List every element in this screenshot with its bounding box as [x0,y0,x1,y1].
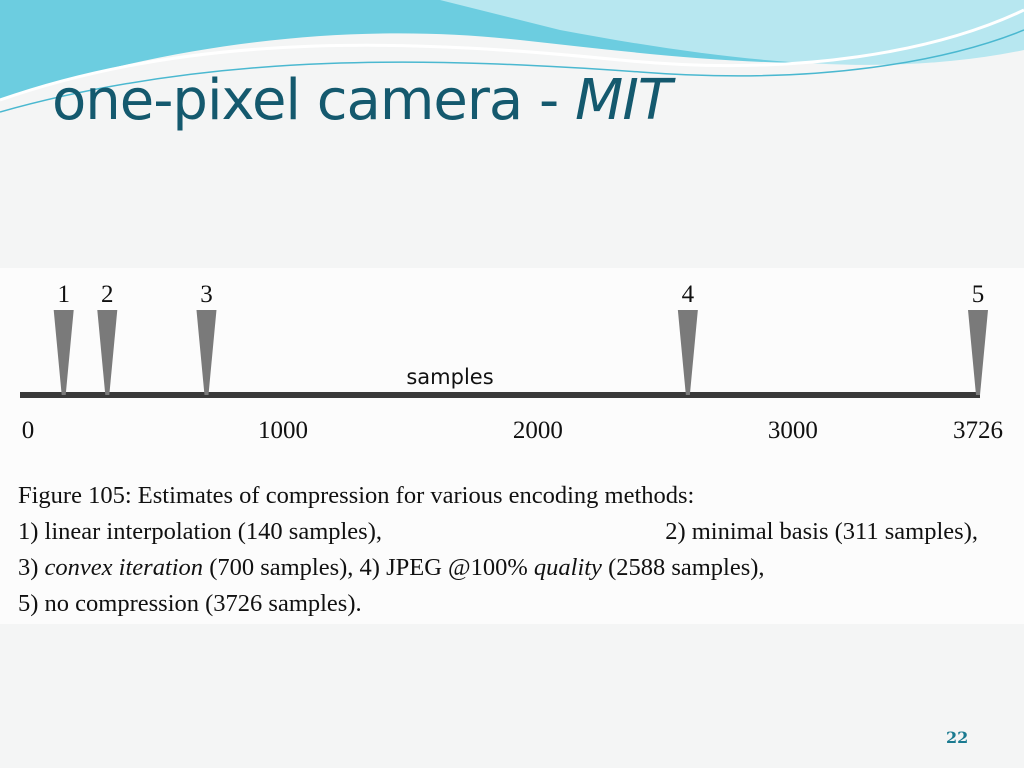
caption: Figure 105: Estimates of compression for… [18,478,978,622]
caption-text: 2) minimal basis (311 samples), [665,518,978,545]
x-tick-label: 2000 [513,417,563,444]
marker [968,310,988,395]
marker-label: 3 [200,281,213,308]
caption-text: (2588 samples), [601,554,765,581]
marker [196,310,217,395]
caption-text: Figure 105: Estimates of compression for… [18,482,695,509]
marker [677,310,698,395]
wave-line [0,8,1024,102]
title-emphasis: MIT [575,68,672,133]
caption-text: (700 samples), 4) JPEG @100% [203,554,534,581]
caption-line: 3) convex iteration (700 samples), 4) JP… [18,550,978,586]
caption-line: 1) linear interpolation (140 samples), 2)… [18,514,978,550]
caption-line: 5) no compression (3726 samples). [18,586,978,622]
x-tick-label: 3000 [768,417,818,444]
marker-label: 2 [101,281,114,308]
x-tick-label: 0 [22,417,35,444]
caption-text: convex iteration [44,554,204,581]
marker-label: 5 [972,281,985,308]
x-tick-label: 3726 [953,417,1003,444]
caption-text: 3) [18,554,45,581]
caption-text: 1) linear interpolation (140 samples), [18,518,382,545]
figure-panel: samples 0 1000 2000 3000 3726 1 2 3 4 5 [0,268,1024,624]
marker-label: 4 [682,281,695,308]
wave [440,0,1024,65]
slide-title: one-pixel camera - MIT [52,68,672,133]
caption-text: 5) no compression (3726 samples). [18,590,362,617]
x-tick-label: 1000 [258,417,308,444]
title-text: one-pixel camera - [52,68,559,133]
marker [53,310,74,395]
caption-line: Figure 105: Estimates of compression for… [18,478,978,514]
wave-line [0,29,1024,113]
axis-label: samples [406,365,493,389]
marker [97,310,118,395]
marker-label: 1 [57,281,70,308]
page-number: 22 [946,728,969,747]
number-line: samples 0 1000 2000 3000 3726 1 2 3 4 5 [20,281,1003,444]
caption-text: quality [533,554,602,581]
